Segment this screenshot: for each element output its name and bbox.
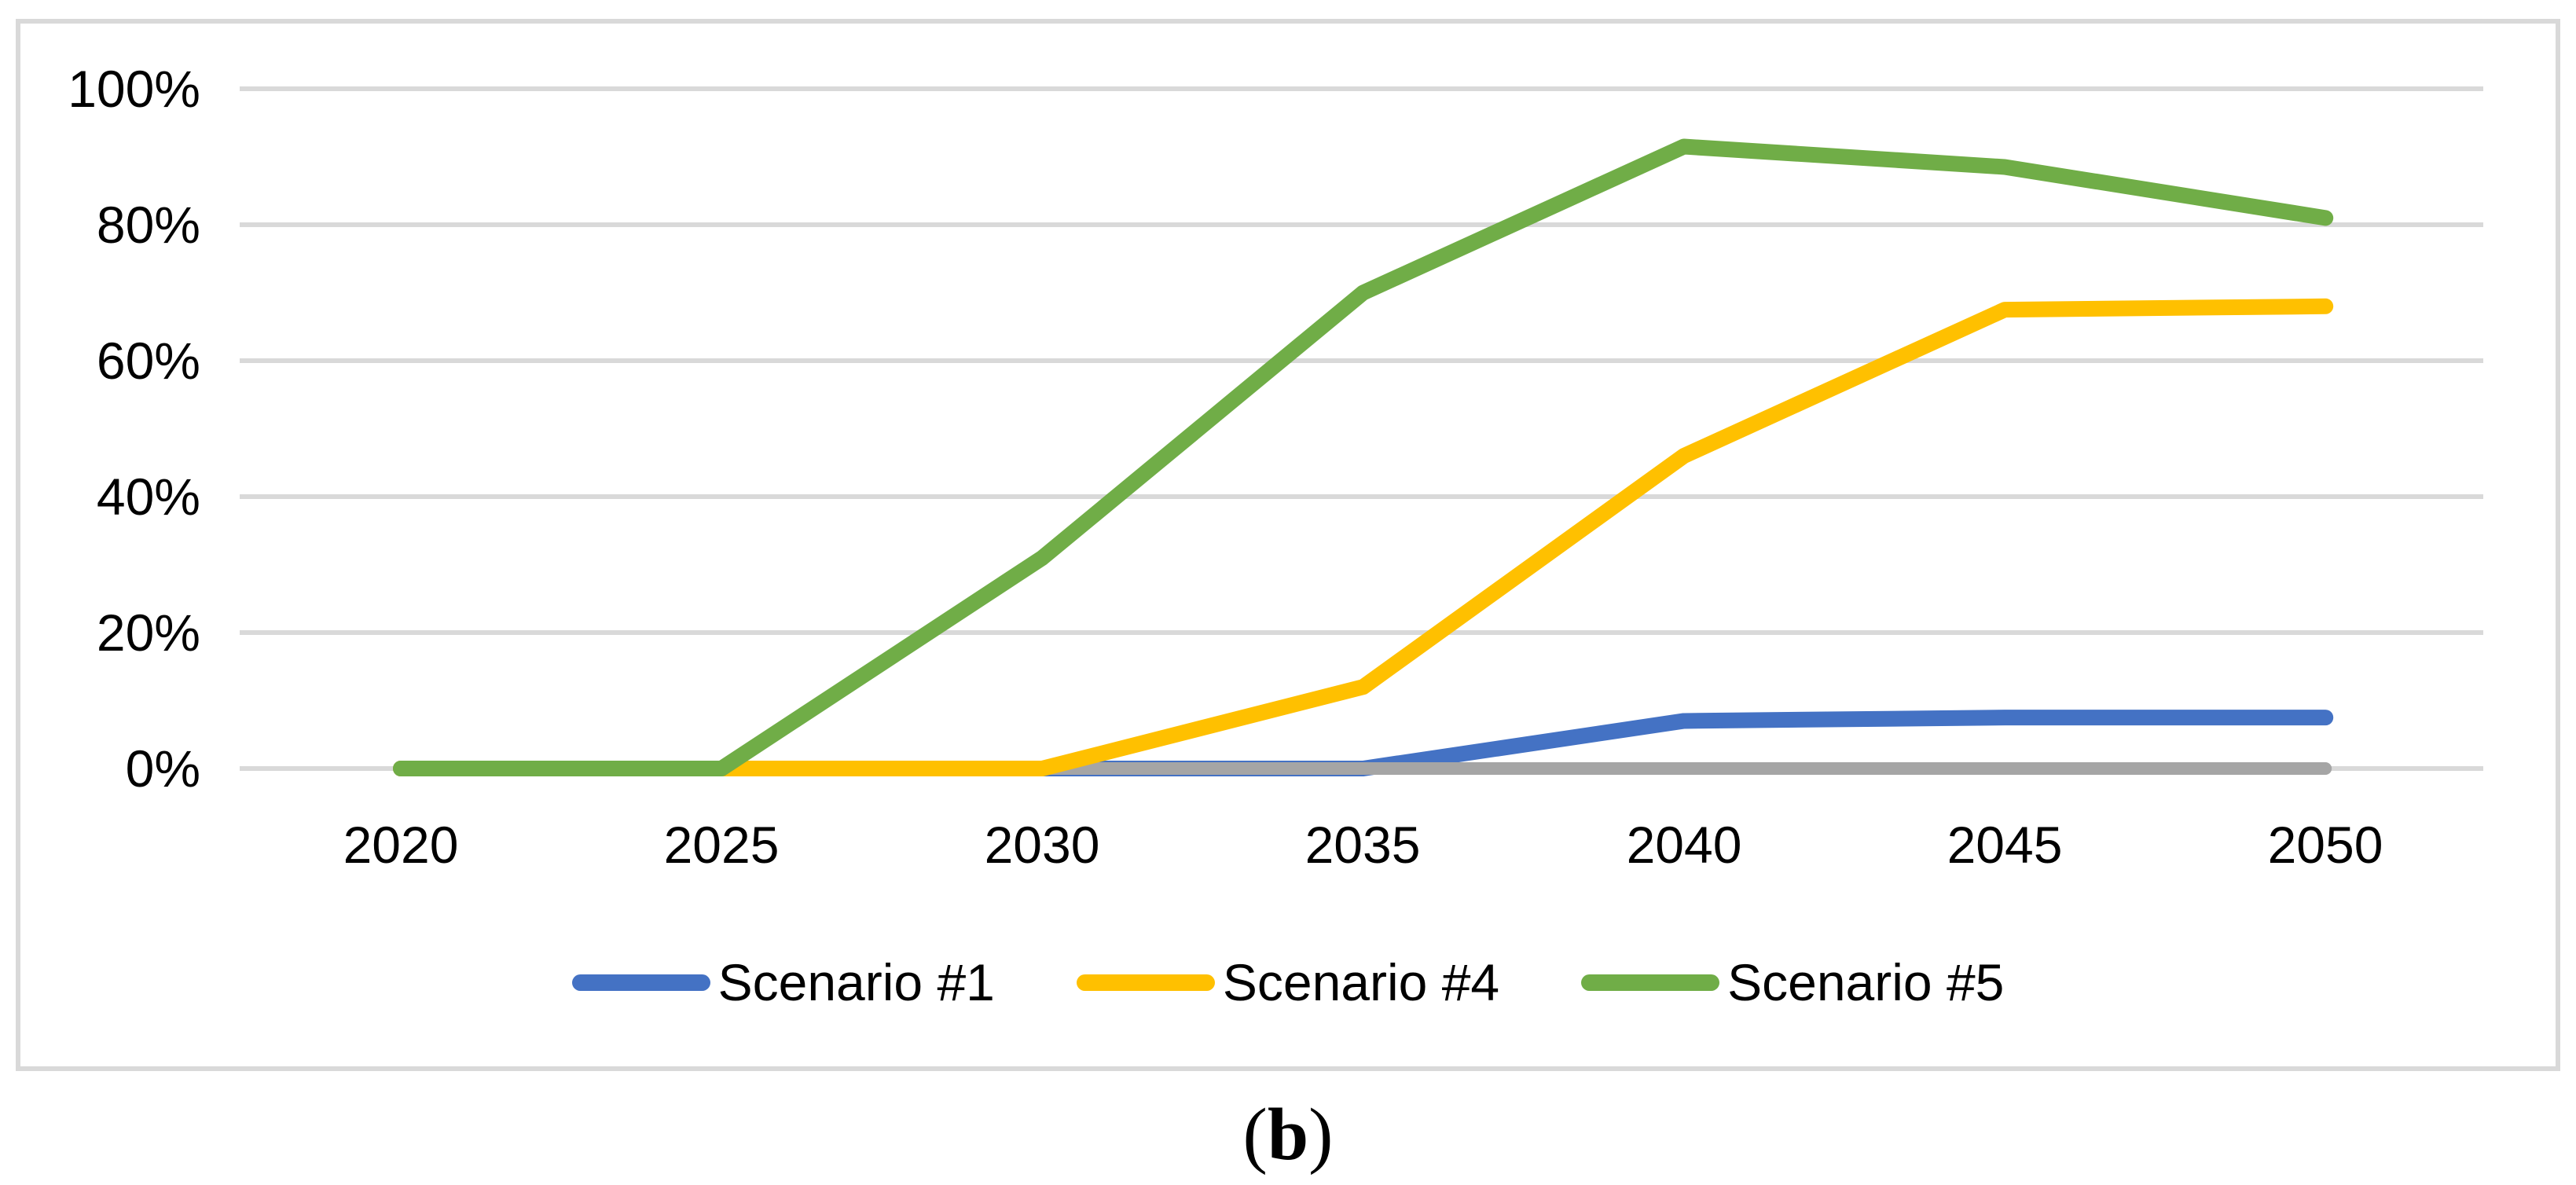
legend-label-scenario-5: Scenario #5 bbox=[1727, 953, 2005, 1011]
y-axis-tick-60: 60% bbox=[96, 332, 200, 390]
legend-swatch-scenario-4-icon bbox=[1076, 974, 1215, 991]
y-axis-tick-0: 0% bbox=[125, 739, 200, 798]
y-axis-tick-40: 40% bbox=[96, 468, 200, 526]
legend-swatch-scenario-5-icon bbox=[1581, 974, 1720, 991]
caption-close-paren: ) bbox=[1308, 1094, 1334, 1176]
x-axis-tick-2020: 2020 bbox=[343, 816, 459, 874]
x-axis-tick-2035: 2035 bbox=[1305, 816, 1421, 874]
series-line-scenario-4 bbox=[393, 298, 2334, 776]
caption-letter: b bbox=[1267, 1094, 1309, 1176]
legend-label-scenario-1: Scenario #1 bbox=[717, 953, 995, 1011]
x-axis-tick-2030: 2030 bbox=[984, 816, 1100, 874]
y-axis-tick-80: 80% bbox=[96, 196, 200, 254]
legend-item-scenario-1: Scenario #1 bbox=[571, 952, 995, 1012]
legend-item-scenario-4: Scenario #4 bbox=[1076, 952, 1500, 1012]
figure-caption: (b) bbox=[0, 1092, 2576, 1177]
caption-open-paren: ( bbox=[1242, 1094, 1268, 1176]
y-axis-tick-20: 20% bbox=[96, 604, 200, 662]
series-line-scenario-5 bbox=[393, 138, 2334, 776]
chart-legend: Scenario #1 Scenario #4 Scenario #5 bbox=[0, 947, 2576, 1018]
x-axis-tick-2025: 2025 bbox=[663, 816, 780, 874]
legend-label-scenario-4: Scenario #4 bbox=[1222, 953, 1500, 1011]
x-axis-tick-2045: 2045 bbox=[1947, 816, 2063, 874]
x-axis-tick-2040: 2040 bbox=[1626, 816, 1742, 874]
legend-item-scenario-5: Scenario #5 bbox=[1581, 952, 2004, 1012]
legend-swatch-scenario-1-icon bbox=[571, 974, 710, 991]
x-axis-tick-2050: 2050 bbox=[2267, 816, 2383, 874]
y-axis-tick-100: 100% bbox=[68, 60, 200, 118]
